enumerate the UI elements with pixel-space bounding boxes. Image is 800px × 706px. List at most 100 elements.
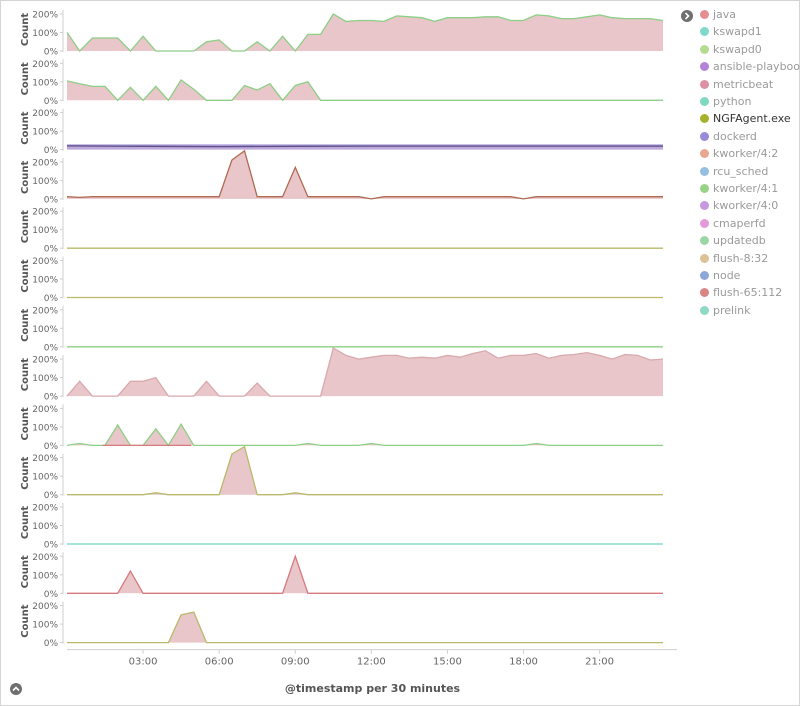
legend-label: metricbeat [713, 77, 774, 91]
x-tick-label: 09:00 [281, 657, 310, 668]
legend-color-dot-icon [700, 166, 709, 176]
y-tick-label: 0% [44, 146, 59, 156]
series-area [67, 446, 663, 495]
chart-panel-7: 0% 100% 200%Count [20, 305, 663, 353]
legend-color-dot-icon [700, 62, 709, 72]
legend-color-dot-icon [700, 184, 709, 193]
legend-toggle-icon[interactable] [681, 10, 693, 22]
legend-item[interactable]: java [700, 8, 800, 22]
legend-item[interactable]: updatedb [700, 234, 800, 248]
chart-panel-4: 0% 100% 200%Count [20, 149, 663, 205]
y-axis-title: Count [20, 259, 31, 292]
legend-color-dot-icon [700, 44, 709, 54]
x-tick-label: 06:00 [205, 657, 234, 668]
series-area [67, 79, 663, 101]
legend-color-dot-icon [700, 201, 709, 211]
legend-color-dot-icon [700, 218, 709, 228]
y-tick-label: 200% [32, 158, 58, 168]
y-axis-title: Count [20, 111, 31, 144]
y-tick-label: 100% [32, 621, 58, 631]
series-line [66, 78, 663, 102]
legend-color-dot-icon [700, 114, 709, 124]
legend-item[interactable]: cmaperfd [700, 217, 800, 231]
series-area [67, 556, 663, 594]
legend-label: kworker/4:0 [713, 199, 779, 213]
x-tick-label: 15:00 [433, 657, 462, 668]
chart-panel-2: 0% 100% 200%Count [20, 59, 663, 107]
y-axis-title: Count [20, 456, 31, 489]
legend-label: prelink [713, 303, 751, 317]
legend-item[interactable]: kworker/4:0 [700, 199, 800, 213]
y-tick-label: 200% [32, 208, 58, 218]
legend-item[interactable]: kswapd0 [700, 43, 800, 57]
y-tick-label: 100% [32, 128, 58, 138]
y-tick-label: 200% [32, 602, 58, 612]
legend-item[interactable]: node [700, 269, 800, 283]
y-tick-label: 0% [44, 639, 59, 649]
legend-item[interactable]: flush-65:112 [700, 286, 800, 300]
x-tick-label: 21:00 [585, 657, 614, 668]
legend-label: rcu_sched [713, 164, 769, 178]
chart-panel-6: 0% 100% 200%Count [20, 256, 663, 304]
x-axis-title: @timestamp per 30 minutes [284, 682, 461, 695]
legend-item[interactable]: kworker/4:1 [700, 182, 800, 196]
legend-color-dot-icon [700, 271, 709, 280]
legend-item[interactable]: kworker/4:2 [700, 147, 800, 161]
y-axis-title: Count [20, 161, 31, 194]
legend-label: dockerd [713, 129, 757, 143]
legend-item[interactable]: ansible-playboo [700, 60, 800, 74]
series-line [66, 422, 663, 447]
y-tick-label: 0% [44, 393, 59, 403]
legend-label: kworker/4:2 [713, 147, 779, 161]
chart-panel-1: 0% 100% 200%Count [20, 10, 664, 58]
chart-panel-11: 0% 100% 200%Count [20, 503, 663, 551]
y-tick-label: 0% [44, 442, 59, 452]
legend-item[interactable]: flush-8:32 [700, 252, 800, 266]
y-tick-label: 0% [44, 294, 59, 304]
series-line [66, 347, 664, 397]
y-tick-label: 100% [32, 78, 58, 88]
chart-panel-10: 0% 100% 200%Count [20, 445, 663, 501]
legend-color-dot-icon [700, 79, 709, 89]
y-axis-title: Count [20, 13, 31, 46]
legend-item[interactable]: metricbeat [700, 78, 800, 92]
legend-item[interactable]: rcu_sched [700, 165, 800, 179]
legend-label: flush-65:112 [713, 286, 783, 300]
y-axis-title: Count [20, 210, 31, 243]
series-area [67, 612, 663, 643]
y-tick-label: 200% [32, 405, 58, 415]
y-tick-label: 200% [32, 454, 58, 464]
x-tick-label: 03:00 [129, 657, 158, 668]
legend-color-dot-icon [700, 97, 709, 106]
legend-item[interactable]: dockerd [700, 130, 800, 144]
legend-item[interactable]: kswapd1 [700, 25, 800, 39]
legend-item[interactable]: prelink [700, 304, 800, 318]
chart-panel-3: 0% 100% 200%Count [20, 108, 663, 156]
legend-color-dot-icon [700, 27, 709, 37]
y-tick-label: 0% [44, 590, 59, 600]
legend-label: node [713, 269, 741, 282]
chart-panel-13: 0% 100% 200%Count [20, 601, 663, 649]
collapse-chevron-up-icon[interactable] [10, 683, 22, 695]
y-tick-label: 100% [32, 473, 58, 483]
y-axis-title: Count [20, 604, 31, 637]
y-tick-label: 200% [32, 60, 58, 70]
legend-label: updatedb [713, 234, 766, 248]
legend: java kswapd1 kswapd0 ansible-playboo metricb… [680, 6, 800, 326]
legend-item[interactable]: python [700, 95, 800, 109]
y-tick-label: 200% [32, 504, 58, 514]
y-axis-title: Count [20, 358, 31, 391]
series-line [67, 611, 663, 644]
legend-label: flush-8:32 [713, 251, 769, 265]
y-tick-label: 0% [44, 245, 59, 255]
x-tick-label: 12:00 [357, 657, 386, 668]
y-tick-label: 200% [32, 553, 58, 563]
chart-panel-5: 0% 100% 200%Count [20, 207, 663, 255]
y-tick-label: 100% [32, 226, 58, 236]
chart-panel-9: 0% 100% 200%Count [20, 404, 663, 452]
y-tick-label: 0% [44, 541, 59, 551]
legend-item[interactable]: NGFAgent.exe [700, 112, 800, 126]
y-axis-title: Count [20, 308, 31, 341]
y-tick-label: 200% [32, 11, 58, 21]
legend-label: kworker/4:1 [713, 182, 779, 195]
